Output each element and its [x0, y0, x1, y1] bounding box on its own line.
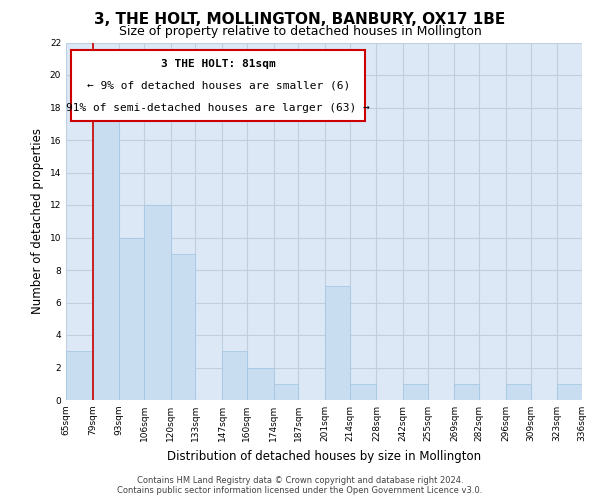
FancyBboxPatch shape — [71, 50, 365, 121]
Y-axis label: Number of detached properties: Number of detached properties — [31, 128, 44, 314]
Bar — [403, 384, 428, 400]
Text: ← 9% of detached houses are smaller (6): ← 9% of detached houses are smaller (6) — [86, 80, 350, 90]
Bar — [66, 352, 92, 400]
Bar — [274, 384, 298, 400]
Bar — [119, 238, 144, 400]
Bar — [557, 384, 582, 400]
Bar — [247, 368, 274, 400]
Bar — [171, 254, 196, 400]
Text: 3, THE HOLT, MOLLINGTON, BANBURY, OX17 1BE: 3, THE HOLT, MOLLINGTON, BANBURY, OX17 1… — [94, 12, 506, 28]
Bar — [222, 352, 247, 400]
Bar — [92, 108, 119, 400]
Text: Size of property relative to detached houses in Mollington: Size of property relative to detached ho… — [119, 25, 481, 38]
Bar — [506, 384, 530, 400]
Text: Contains HM Land Registry data © Crown copyright and database right 2024.
Contai: Contains HM Land Registry data © Crown c… — [118, 476, 482, 495]
Text: 91% of semi-detached houses are larger (63) →: 91% of semi-detached houses are larger (… — [67, 104, 370, 114]
Text: 3 THE HOLT: 81sqm: 3 THE HOLT: 81sqm — [161, 59, 275, 69]
X-axis label: Distribution of detached houses by size in Mollington: Distribution of detached houses by size … — [167, 450, 481, 462]
Bar — [144, 205, 171, 400]
Bar — [350, 384, 376, 400]
Bar — [325, 286, 350, 400]
Bar — [454, 384, 479, 400]
